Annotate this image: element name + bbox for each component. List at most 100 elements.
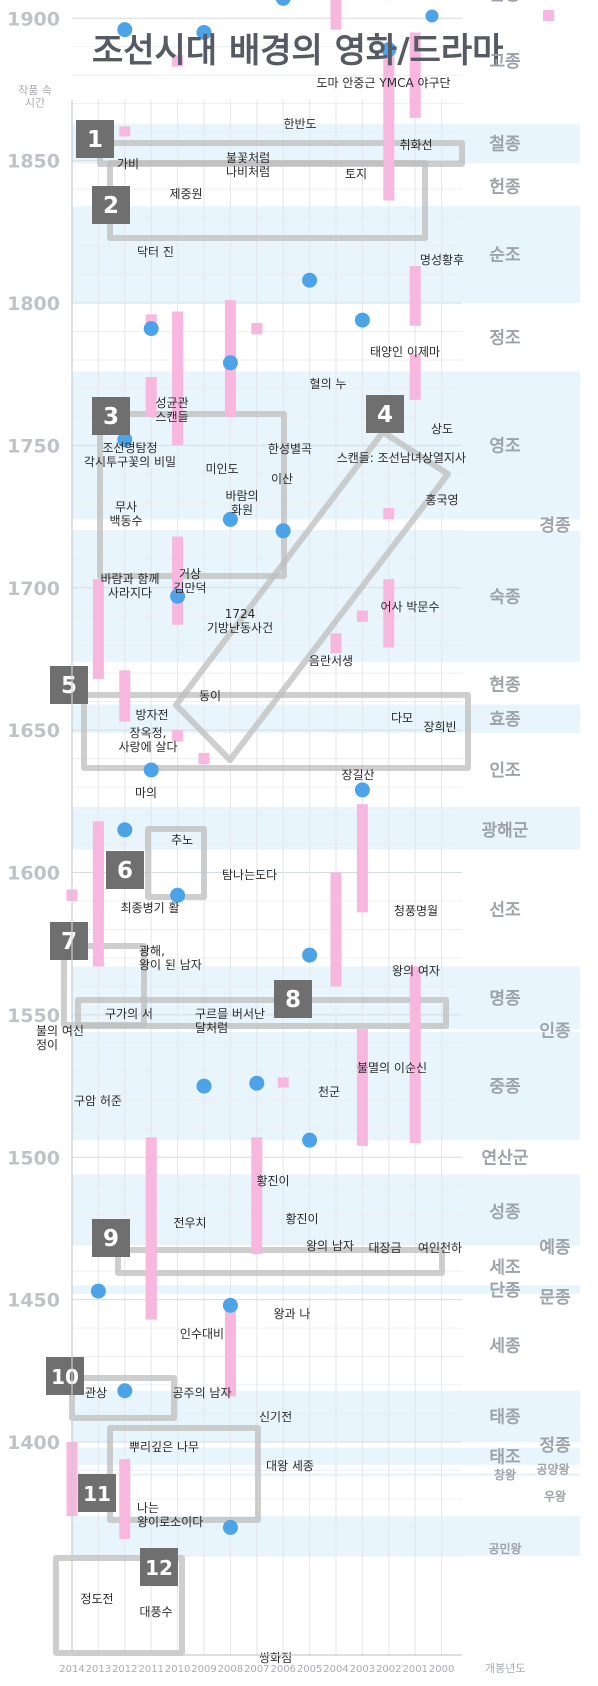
drama-label-31: 인수대비 [180, 1327, 224, 1341]
reign-label-30: 공민왕 [488, 1541, 521, 1556]
drama-bar-18 [92, 579, 104, 679]
drama-label-26: 구암 허준 [74, 1094, 122, 1108]
movie-point-3 [117, 22, 133, 38]
reign-label-2: 철종 [489, 135, 521, 155]
annotation-badge-2 [92, 186, 130, 224]
drama-label-16: 다모 [391, 711, 413, 725]
annotation-badge-label-9: 9 [103, 1226, 119, 1252]
drama-label-5: 상도 [431, 422, 453, 436]
drama-label-9: 바람의 화원 [225, 489, 258, 517]
movie-point-8 [143, 321, 159, 337]
drama-label-30: 왕과 나 [274, 1307, 311, 1321]
movie-label-9: 미인도 [205, 462, 238, 476]
movie-label-23: 신기전 [259, 1410, 292, 1424]
annotation-badge-label-1: 1 [87, 127, 103, 153]
drama-bar-10 [172, 311, 184, 446]
drama-label-33: 뿌리깊은 나무 [129, 1440, 199, 1454]
drama-bar-0 [330, 0, 342, 30]
reign-label-20: 세조 [489, 1258, 521, 1278]
drama-label-4: 닥터 진 [137, 245, 174, 259]
drama-bar-16 [356, 610, 368, 622]
reign-label-7: 경종 [539, 516, 571, 536]
drama-label-8: 이산 [271, 472, 293, 486]
reign-label-9: 현종 [489, 676, 521, 696]
drama-label-23: 불멸의 이순신 [357, 1061, 427, 1075]
movie-point-5 [381, 42, 397, 58]
drama-bar-7 [251, 322, 263, 335]
drama-bar-31 [145, 1137, 157, 1300]
movie-point-12 [275, 523, 291, 539]
y-tick-6: 1600 [7, 863, 60, 885]
drama-bar-3 [172, 55, 184, 67]
drama-bar-22 [356, 804, 368, 913]
reign-band-8 [72, 530, 580, 662]
movie-point-23 [222, 1297, 238, 1313]
reign-band-28 [72, 1473, 580, 1477]
movie-label-13: 방자전 [135, 708, 168, 722]
reign-label-19: 예종 [539, 1238, 571, 1258]
movie-point-6 [302, 272, 318, 288]
y-tick-2: 1800 [7, 293, 60, 315]
movie-point-10 [117, 432, 133, 448]
movie-label-16: 광해, 왕이 된 남자 [139, 944, 202, 972]
annotation-badge-label-7: 7 [61, 929, 77, 955]
movie-label-5: 취화선 [399, 138, 432, 152]
annotation-badge-label-11: 11 [83, 1482, 111, 1506]
annotation-badge-8 [274, 980, 312, 1018]
x-tick-7: 2007 [244, 1664, 269, 1675]
drama-bar-26 [92, 829, 104, 967]
drama-bar-5 [409, 265, 421, 326]
x-tick-12: 2002 [376, 1664, 401, 1675]
reign-label-17: 연산군 [482, 1148, 529, 1168]
drama-label-14: 동이 [199, 689, 221, 703]
drama-label-13: 어사 박문수 [380, 600, 439, 614]
drama-bar-17 [330, 633, 342, 654]
movie-point-18 [302, 947, 318, 963]
drama-label-24: 구가의 서 [105, 1007, 153, 1021]
reign-label-21: 단종 [489, 1281, 521, 1301]
x-tick-8: 2006 [270, 1664, 295, 1675]
reign-label-15: 인종 [539, 1022, 571, 1042]
reign-label-3: 헌종 [489, 177, 521, 197]
annotation-badge-10 [46, 1357, 84, 1395]
reign-label-28: 창왕 [494, 1467, 516, 1482]
x-tick-6: 2008 [218, 1664, 243, 1675]
movie-point-20 [196, 1078, 212, 1094]
reign-label-0: 순종 [489, 0, 521, 5]
movie-label-18: 천군 [318, 1084, 340, 1099]
drama-label-20: 추노 [171, 833, 193, 847]
drama-bar-32 [145, 1248, 157, 1320]
drama-label-10: 거상 김만덕 [173, 567, 206, 595]
movie-label-12: 음란서생 [309, 654, 353, 668]
annotation-badge-label-2: 2 [103, 193, 119, 219]
reign-band-4 [72, 206, 580, 303]
movie-label-0: 도마 안중근 [316, 76, 375, 90]
y-tick-4: 1700 [7, 578, 60, 600]
y-tick-0: 1900 [7, 8, 60, 30]
x-tick-4: 2010 [165, 1664, 190, 1675]
annotation-badge-label-10: 10 [51, 1365, 79, 1389]
annotation-badge-label-3: 3 [103, 404, 119, 430]
drama-label-18: 장옥정, 사랑에 살다 [118, 726, 177, 754]
reign-label-26: 태조 [489, 1447, 521, 1467]
drama-label-7: 한성별곡 [268, 442, 312, 456]
annotation-box-4 [173, 429, 451, 763]
x-tick-9: 2005 [297, 1664, 322, 1675]
reign-label-10: 효종 [489, 710, 521, 730]
drama-label-1: 명성황후 [420, 253, 464, 267]
reign-label-27: 공양왕 [536, 1461, 569, 1476]
drama-label-27: 대장금 [368, 1241, 401, 1255]
movie-point-2 [275, 0, 291, 6]
movie-label-24: 나는 왕이로소이다 [137, 1501, 203, 1529]
annotation-badge-1 [76, 120, 114, 158]
reign-label-5: 정조 [489, 328, 521, 348]
drama-label-22: 왕의 여자 [392, 964, 440, 978]
x-tick-10: 2004 [323, 1664, 348, 1675]
movie-label-25: 쌍화점 [259, 1651, 292, 1665]
x-tick-0: 2014 [59, 1664, 84, 1675]
drama-label-29: 황진이 [285, 1212, 318, 1226]
movie-point-22 [90, 1283, 106, 1299]
